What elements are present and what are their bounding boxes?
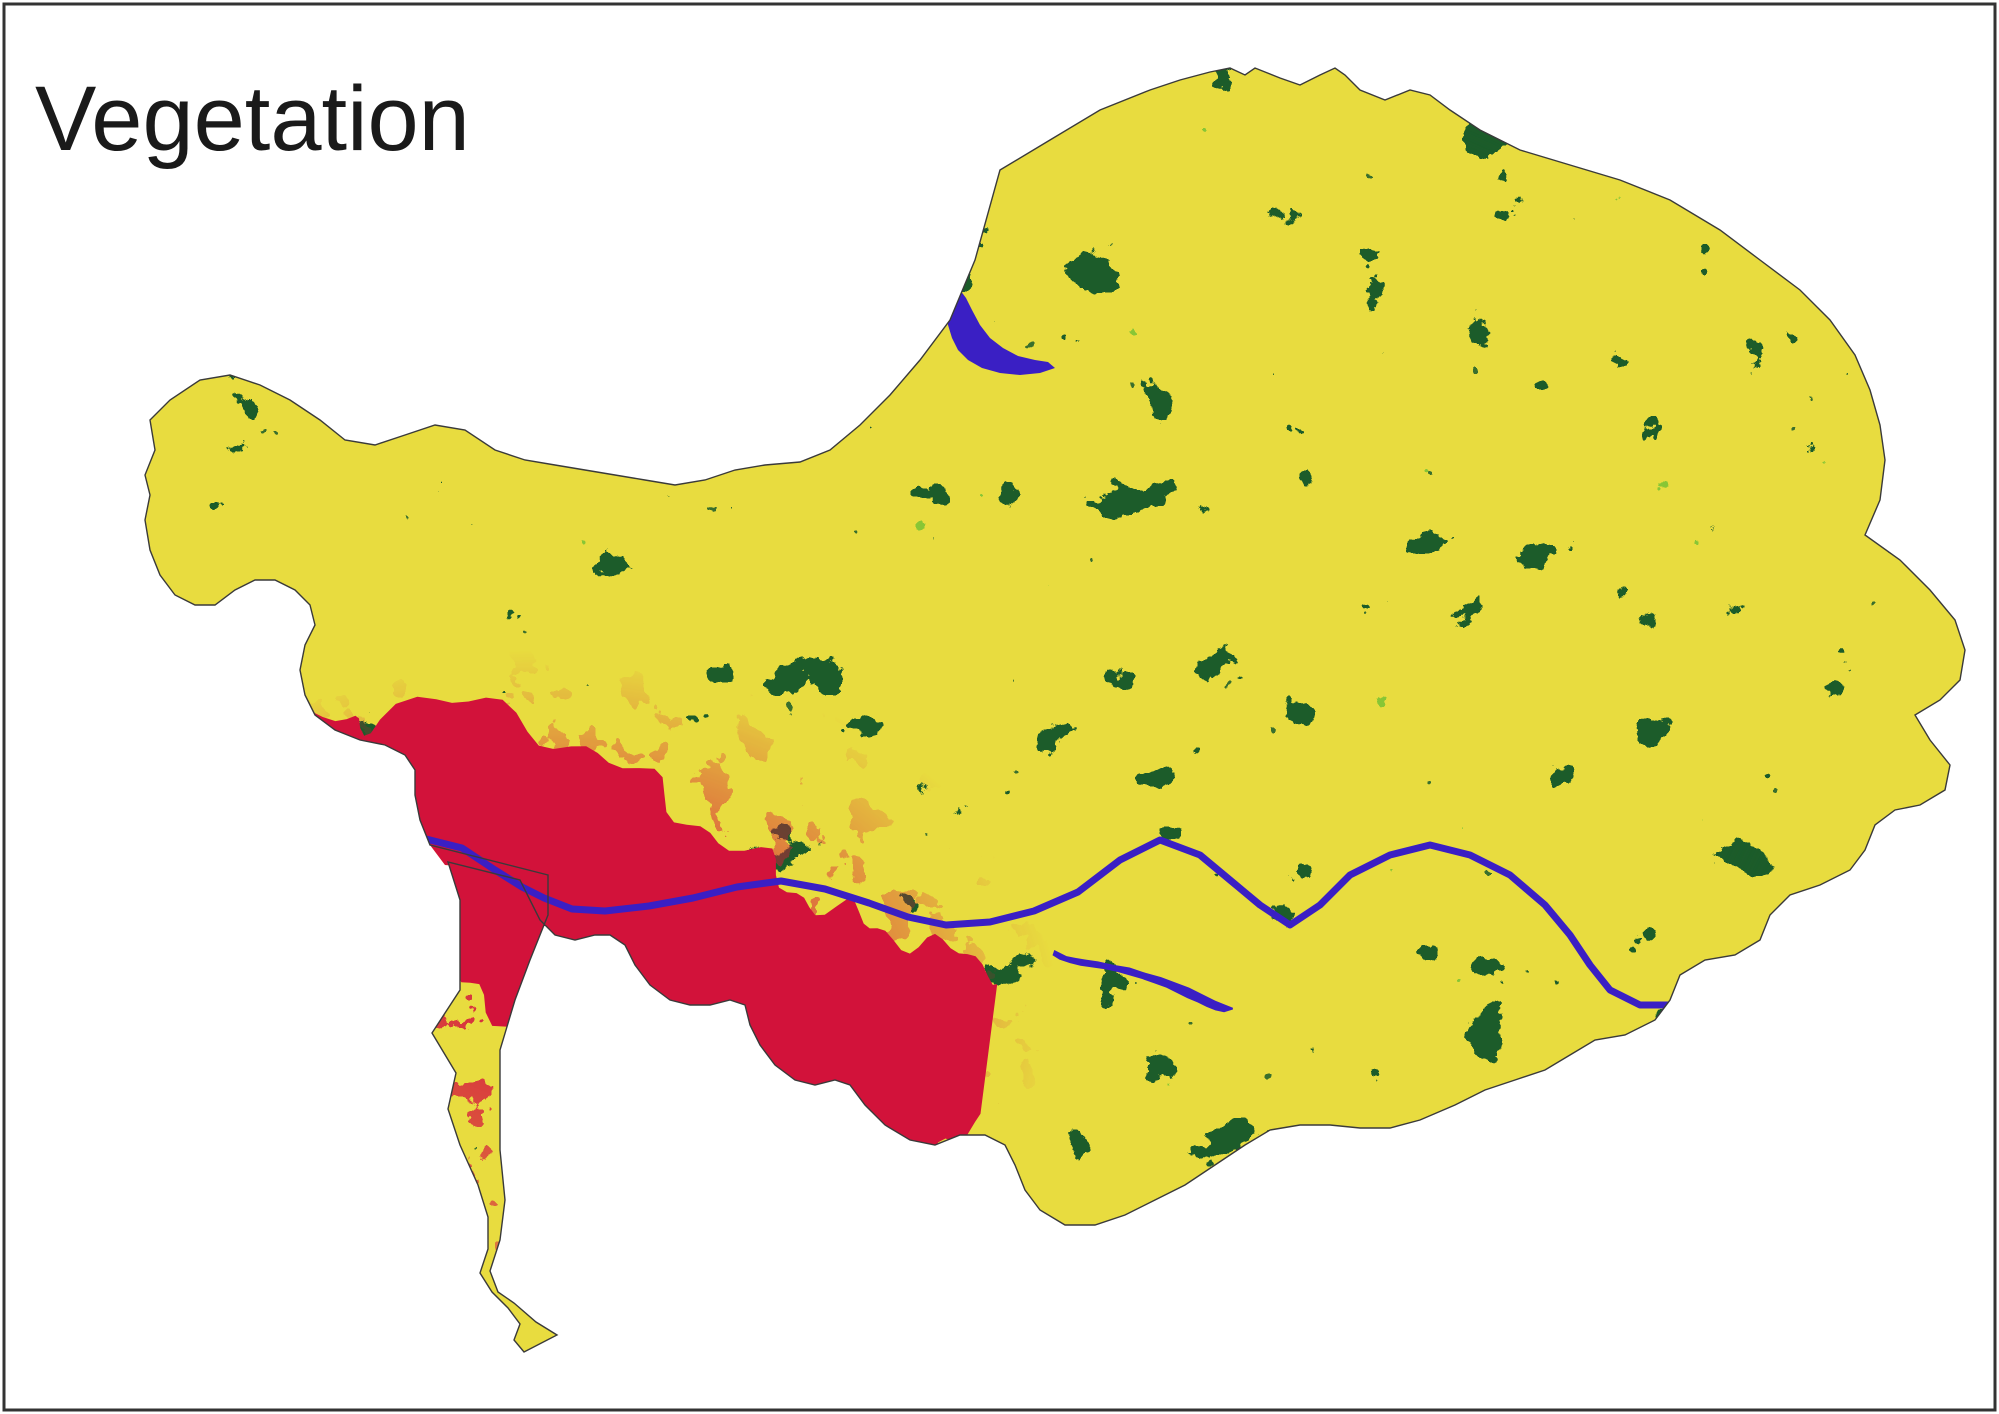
svg-text:Vegetation: Vegetation <box>35 68 470 170</box>
